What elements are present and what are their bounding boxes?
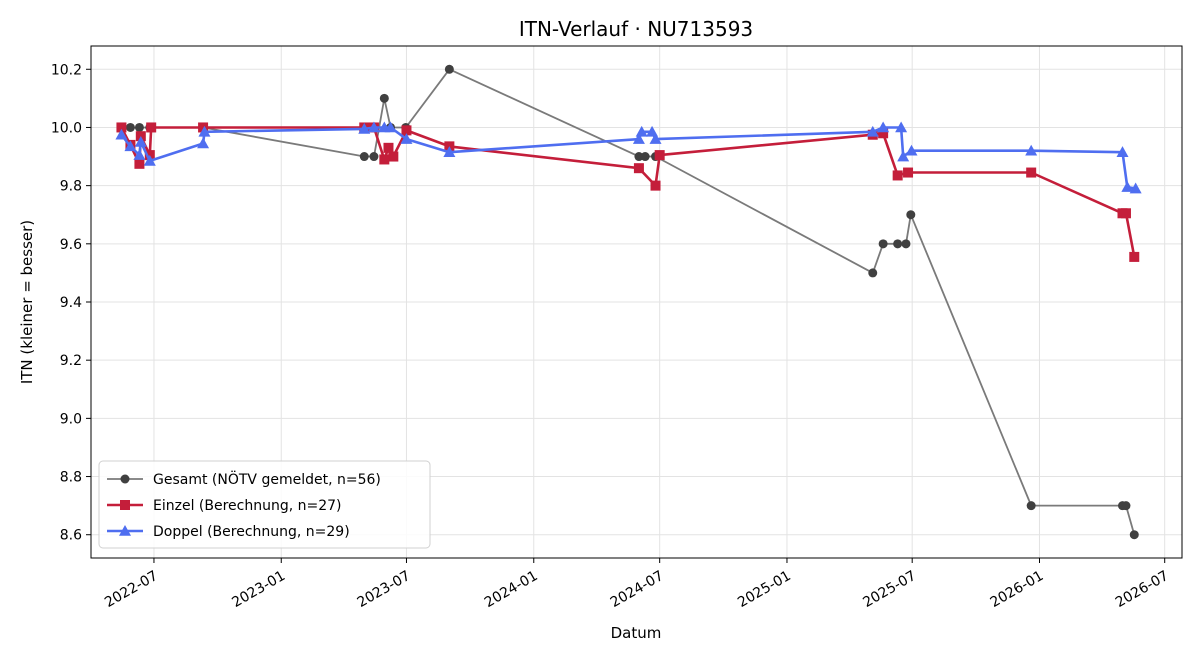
data-point: [878, 128, 889, 139]
data-point: [367, 121, 380, 133]
data-point: [1129, 530, 1139, 540]
data-point: [901, 239, 911, 249]
data-point: [134, 136, 147, 147]
data-point: [143, 154, 156, 166]
legend-marker: [120, 500, 130, 510]
x-tick-label: 2024-07: [608, 568, 667, 611]
data-point: [878, 239, 888, 249]
data-point: [146, 122, 157, 133]
y-tick-label: 10.0: [51, 120, 82, 136]
y-tick-label: 10.2: [51, 62, 82, 78]
data-point: [198, 122, 209, 133]
data-point: [654, 150, 665, 161]
y-axis-label: ITN (kleiner = besser): [18, 220, 36, 384]
x-axis-label: Datum: [611, 624, 662, 642]
data-point: [868, 268, 878, 278]
data-point: [115, 128, 128, 140]
data-point: [379, 93, 389, 103]
data-point: [379, 154, 390, 165]
data-point: [369, 152, 379, 162]
y-tick-label: 9.2: [60, 353, 82, 369]
x-tick-label: 2025-07: [860, 568, 919, 611]
data-point: [443, 146, 456, 157]
data-point: [1121, 181, 1134, 192]
x-tick-label: 2026-07: [1113, 568, 1172, 611]
x-tick-label: 2025-01: [735, 568, 794, 611]
x-tick-label: 2026-01: [988, 568, 1047, 611]
legend-label: Doppel (Berechnung, n=29): [153, 524, 350, 540]
legend-label: Einzel (Berechnung, n=27): [153, 498, 342, 514]
data-point: [892, 170, 903, 181]
data-point: [633, 163, 644, 174]
y-tick-label: 8.8: [60, 470, 82, 486]
data-point: [1026, 501, 1036, 511]
data-point: [650, 180, 661, 191]
data-point: [877, 121, 890, 133]
data-point: [634, 152, 644, 162]
data-point: [1025, 144, 1038, 156]
data-point: [124, 140, 137, 152]
data-point: [649, 133, 662, 144]
data-point: [198, 125, 211, 137]
legend: Gesamt (NÖTV gemeldet, n=56) Einzel (Bere…: [98, 460, 431, 549]
data-point: [1026, 167, 1037, 178]
legend-label: Gesamt (NÖTV gemeldet, n=56): [153, 470, 381, 488]
series-layer: [115, 64, 1142, 540]
data-point: [1121, 501, 1131, 511]
series-line: [120, 126, 1136, 258]
data-point: [632, 133, 645, 144]
x-tick-label: 2024-01: [482, 568, 541, 611]
y-tick-label: 8.6: [60, 528, 82, 544]
data-point: [401, 125, 412, 136]
data-point: [903, 167, 914, 178]
x-tick-label: 2022-07: [102, 568, 161, 611]
data-point: [384, 121, 397, 133]
data-point: [358, 122, 371, 134]
y-tick-label: 9.6: [60, 237, 82, 253]
y-tick-label: 9.0: [60, 411, 82, 427]
data-point: [866, 125, 879, 137]
data-point: [897, 150, 910, 162]
data-point: [383, 142, 394, 153]
series-triangle: [115, 121, 1142, 194]
x-tick-label: 2023-01: [229, 568, 288, 611]
legend-marker: [119, 525, 131, 536]
data-point: [134, 158, 145, 169]
data-point: [197, 137, 210, 149]
data-point: [893, 239, 903, 249]
chart-title: ITN-Verlauf · NU713593: [519, 17, 753, 41]
data-point: [640, 152, 650, 162]
y-tick-label: 9.8: [60, 179, 82, 195]
data-point: [400, 133, 413, 144]
data-point: [1129, 182, 1142, 194]
data-point: [444, 64, 454, 74]
x-tick-label: 2023-07: [355, 568, 414, 611]
data-point: [359, 152, 369, 162]
series-line: [120, 126, 1136, 190]
data-point: [133, 149, 146, 160]
data-point: [1116, 146, 1129, 157]
series-square: [116, 122, 1140, 262]
data-point: [635, 125, 648, 137]
data-point: [116, 122, 127, 133]
data-point: [905, 144, 918, 156]
data-point: [125, 122, 135, 132]
data-point: [906, 210, 916, 220]
data-point: [1120, 208, 1131, 219]
legend-box: [98, 460, 431, 549]
data-point: [134, 122, 144, 132]
legend-marker: [120, 474, 130, 484]
data-point: [1129, 251, 1140, 262]
y-tick-label: 9.4: [60, 295, 82, 311]
data-point: [388, 151, 399, 162]
data-point: [895, 121, 908, 133]
